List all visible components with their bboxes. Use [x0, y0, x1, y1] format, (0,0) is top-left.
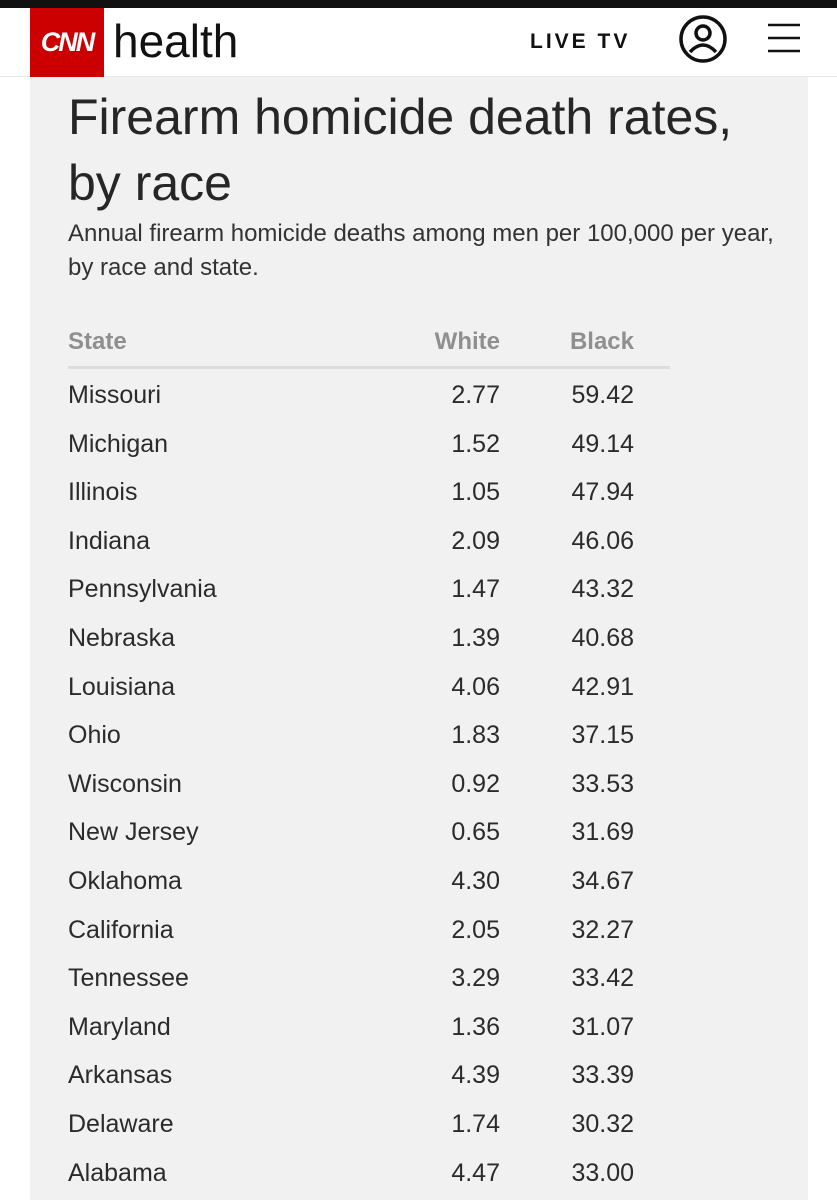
- rate-cell: 34.67: [571, 867, 634, 895]
- state-cell: Wisconsin: [68, 769, 182, 798]
- rate-cell: 1.47: [451, 575, 500, 604]
- state-cell: New Jersey: [68, 818, 199, 847]
- rate-cell: 59.42: [571, 381, 634, 409]
- rate-cell: 42.91: [571, 672, 634, 701]
- rate-cell: 4.47: [451, 1158, 500, 1187]
- state-cell: Alabama: [68, 1158, 167, 1187]
- rate-cell: 47.94: [571, 478, 634, 507]
- state-cell: California: [68, 915, 174, 944]
- rate-cell: 1.74: [451, 1110, 500, 1138]
- rate-cell: 33.42: [571, 964, 634, 993]
- column-header: White: [434, 328, 500, 355]
- logo[interactable]: CNN: [30, 8, 104, 77]
- rate-cell: 33.39: [571, 1061, 634, 1090]
- status-bar: [0, 0, 837, 8]
- rate-cell: 4.30: [451, 867, 500, 895]
- rate-cell: 0.92: [451, 769, 500, 798]
- state-cell: Nebraska: [68, 624, 175, 652]
- rate-cell: 2.09: [451, 526, 500, 555]
- rate-cell: 1.39: [451, 624, 500, 652]
- header-rule: [68, 366, 670, 369]
- rate-cell: 32.27: [571, 915, 634, 944]
- rate-cell: 2.77: [451, 381, 500, 409]
- rate-cell: 40.68: [571, 624, 634, 652]
- rate-cell: 49.14: [571, 429, 634, 458]
- rate-cell: 31.69: [571, 818, 634, 847]
- state-cell: Illinois: [68, 478, 138, 507]
- rate-cell: 1.36: [451, 1012, 500, 1041]
- rate-cell: 4.39: [451, 1061, 500, 1090]
- state-cell: Pennsylvania: [68, 575, 217, 604]
- state-cell: Tennessee: [68, 964, 189, 993]
- column-header: Black: [569, 328, 634, 355]
- rate-cell: 3.29: [451, 964, 500, 993]
- live-tv-link[interactable]: LIVE TV: [530, 30, 631, 53]
- column-header: State: [68, 328, 127, 355]
- rate-cell: 4.06: [451, 672, 500, 701]
- state-cell: Arkansas: [68, 1061, 173, 1090]
- rate-cell: 1.83: [451, 721, 500, 750]
- state-cell: Oklahoma: [68, 867, 182, 895]
- rate-cell: 0.65: [451, 818, 500, 847]
- state-cell: Ohio: [68, 721, 121, 750]
- rate-cell: 33.00: [571, 1158, 634, 1187]
- state-cell: Maryland: [68, 1012, 171, 1041]
- article-title: Firearm homicide death rates, by race: [68, 89, 733, 211]
- rate-cell: 2.05: [451, 915, 500, 944]
- rate-cell: 30.32: [571, 1110, 634, 1138]
- section-name[interactable]: health: [113, 15, 239, 67]
- rate-cell: 33.53: [571, 769, 634, 798]
- state-cell: Delaware: [68, 1110, 174, 1138]
- rate-cell: 31.07: [571, 1012, 634, 1041]
- state-cell: Michigan: [68, 429, 169, 458]
- rate-cell: 43.32: [571, 575, 634, 604]
- rate-cell: 1.52: [451, 429, 500, 458]
- state-cell: Louisiana: [68, 672, 176, 701]
- rate-cell: 1.05: [451, 478, 500, 507]
- state-cell: Missouri: [68, 381, 162, 409]
- menu-icon[interactable]: [766, 22, 802, 54]
- article-subtitle: Annual firearm homicide deaths among men…: [68, 220, 774, 281]
- site-header: CNN health LIVE TV: [0, 8, 837, 77]
- rate-cell: 37.15: [571, 721, 634, 750]
- account-icon[interactable]: [678, 14, 728, 64]
- state-cell: Indiana: [68, 526, 151, 555]
- content-panel: [30, 77, 808, 1200]
- rate-cell: 46.06: [571, 526, 634, 555]
